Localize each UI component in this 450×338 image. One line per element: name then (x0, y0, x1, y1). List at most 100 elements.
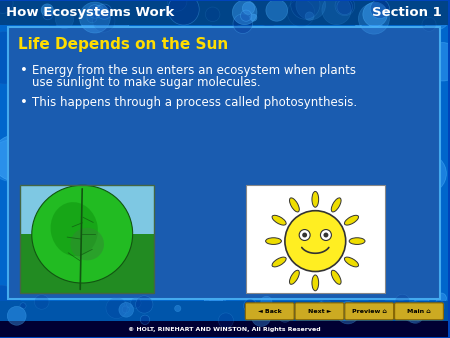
Text: •: • (20, 65, 28, 77)
Circle shape (50, 17, 101, 68)
Circle shape (312, 123, 363, 174)
Ellipse shape (289, 198, 299, 212)
FancyBboxPatch shape (345, 303, 394, 320)
Circle shape (337, 301, 359, 324)
Circle shape (0, 135, 38, 181)
Circle shape (322, 0, 351, 25)
Circle shape (241, 277, 251, 287)
Circle shape (358, 3, 389, 34)
Circle shape (122, 306, 129, 313)
Circle shape (34, 160, 48, 173)
Ellipse shape (272, 215, 286, 225)
Circle shape (240, 10, 252, 21)
Circle shape (205, 7, 220, 22)
Circle shape (285, 211, 346, 271)
Circle shape (108, 90, 150, 132)
Circle shape (150, 201, 168, 219)
Circle shape (395, 294, 410, 309)
Circle shape (79, 0, 132, 39)
Circle shape (140, 315, 150, 324)
Ellipse shape (289, 270, 299, 284)
Circle shape (18, 202, 46, 230)
Circle shape (154, 32, 203, 81)
Circle shape (138, 307, 157, 327)
Circle shape (149, 130, 200, 181)
Circle shape (99, 271, 150, 322)
Circle shape (337, 0, 353, 15)
Circle shape (218, 209, 261, 252)
Circle shape (106, 297, 127, 318)
Circle shape (97, 4, 112, 19)
Circle shape (46, 212, 97, 262)
Circle shape (416, 175, 424, 183)
Circle shape (318, 302, 324, 308)
Circle shape (299, 230, 310, 241)
Circle shape (433, 301, 445, 312)
Circle shape (20, 303, 26, 309)
Circle shape (94, 101, 119, 126)
Circle shape (107, 250, 122, 265)
Circle shape (315, 311, 348, 338)
Circle shape (119, 303, 134, 317)
Ellipse shape (312, 275, 319, 291)
Circle shape (167, 0, 187, 11)
Circle shape (44, 0, 77, 30)
Circle shape (122, 112, 175, 165)
Circle shape (7, 306, 26, 325)
FancyBboxPatch shape (0, 1, 448, 25)
Circle shape (291, 54, 317, 80)
Circle shape (149, 172, 170, 193)
Circle shape (296, 0, 325, 20)
Circle shape (274, 227, 304, 258)
Circle shape (407, 154, 446, 193)
Circle shape (93, 10, 115, 32)
Circle shape (242, 2, 255, 15)
Circle shape (39, 47, 58, 67)
Circle shape (244, 224, 276, 256)
Circle shape (88, 5, 102, 18)
Circle shape (243, 299, 257, 312)
Circle shape (8, 322, 33, 338)
Circle shape (34, 295, 49, 309)
Ellipse shape (50, 202, 98, 256)
Circle shape (41, 4, 54, 16)
Circle shape (170, 175, 208, 213)
Ellipse shape (266, 238, 281, 244)
Circle shape (8, 194, 54, 240)
Circle shape (135, 296, 153, 313)
Circle shape (168, 0, 199, 25)
FancyBboxPatch shape (395, 303, 443, 320)
Circle shape (205, 279, 230, 303)
Text: Next ►: Next ► (308, 309, 331, 314)
Circle shape (218, 313, 234, 328)
Ellipse shape (312, 191, 319, 207)
Circle shape (144, 75, 177, 107)
Text: Life Depends on the Sun: Life Depends on the Sun (18, 37, 228, 52)
FancyBboxPatch shape (295, 303, 344, 320)
Circle shape (364, 67, 387, 90)
Circle shape (38, 139, 81, 183)
FancyBboxPatch shape (20, 185, 154, 234)
Circle shape (420, 303, 433, 316)
Ellipse shape (349, 238, 365, 244)
FancyBboxPatch shape (0, 301, 448, 321)
Circle shape (392, 251, 422, 280)
Circle shape (403, 301, 424, 323)
Circle shape (20, 61, 49, 89)
FancyBboxPatch shape (245, 303, 294, 320)
Circle shape (0, 32, 31, 84)
Ellipse shape (272, 257, 286, 267)
Ellipse shape (331, 198, 341, 212)
Circle shape (92, 136, 108, 152)
Circle shape (370, 0, 390, 19)
Circle shape (204, 293, 222, 311)
Circle shape (423, 43, 450, 81)
Circle shape (120, 236, 156, 272)
Circle shape (232, 0, 257, 25)
Circle shape (59, 183, 89, 212)
FancyBboxPatch shape (8, 27, 440, 299)
Circle shape (235, 163, 247, 174)
Circle shape (125, 301, 131, 308)
Circle shape (306, 42, 332, 67)
Circle shape (304, 39, 348, 83)
